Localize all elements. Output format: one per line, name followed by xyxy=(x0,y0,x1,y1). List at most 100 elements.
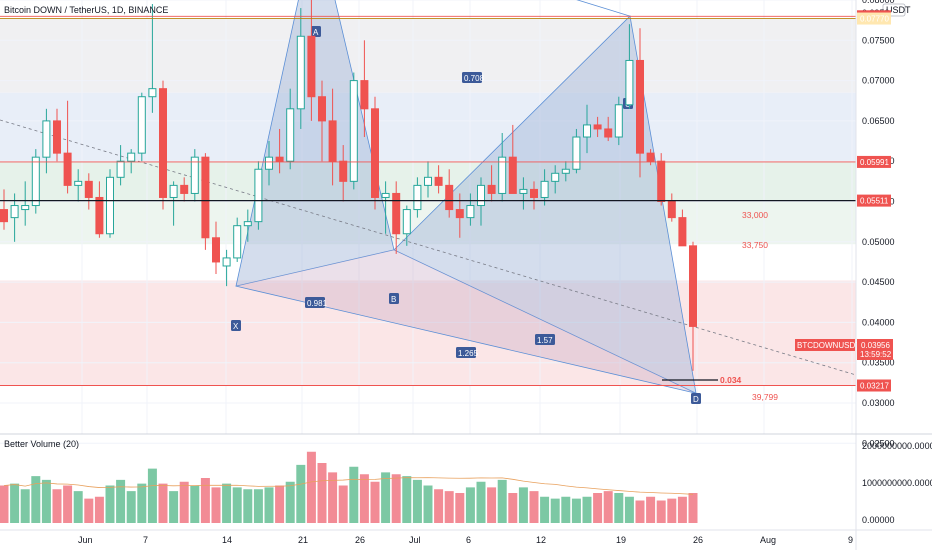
pattern-point-x: X xyxy=(233,322,239,331)
current-price-text: 0.03956 xyxy=(861,341,890,350)
candle-body xyxy=(657,160,666,202)
volume-bar xyxy=(285,481,295,523)
ratio-tag xyxy=(456,347,476,358)
candle-body xyxy=(212,237,220,263)
candle-body xyxy=(222,257,231,267)
candle-body xyxy=(477,184,485,207)
pattern-point-tag xyxy=(389,293,399,304)
candle-body xyxy=(519,188,528,194)
candle-body xyxy=(0,209,8,223)
candle-body xyxy=(381,192,390,198)
price-tag-bg xyxy=(857,12,891,25)
ratio-xd: 1.265 xyxy=(458,349,479,358)
price-axis-label: 0.08000 xyxy=(862,0,895,5)
volume-bar xyxy=(688,493,698,523)
candle-body xyxy=(21,205,30,211)
price-axis-label: 0.04000 xyxy=(862,317,895,327)
candle-body xyxy=(233,225,242,259)
pattern-point-tag xyxy=(231,320,241,331)
volume-ma-line xyxy=(3,477,694,495)
candle-body xyxy=(593,124,602,130)
volume-bar xyxy=(571,498,581,523)
candle-body xyxy=(265,156,273,170)
volume-bar xyxy=(540,496,550,523)
candle-body xyxy=(42,120,51,158)
d-level-label: 39,799 xyxy=(752,392,778,402)
volume-bar xyxy=(179,481,189,523)
candle-body xyxy=(10,205,19,219)
candle-body xyxy=(402,209,411,235)
current-symbol-tag xyxy=(795,339,855,351)
candle-body xyxy=(424,176,432,186)
candle-body xyxy=(106,176,114,235)
volume-bar xyxy=(603,491,613,523)
volume-bar xyxy=(667,498,677,523)
volume-bar xyxy=(593,493,603,523)
candle-body xyxy=(137,96,146,154)
candle-body xyxy=(466,205,475,219)
volume-bar xyxy=(41,479,51,523)
trend-line xyxy=(0,119,857,376)
price-tag-bg xyxy=(857,155,891,168)
candle-body xyxy=(667,201,676,219)
candle-series xyxy=(0,0,697,371)
price-tag-bg xyxy=(857,379,891,392)
price-axis-label: 0.03500 xyxy=(862,358,895,368)
volume-bar xyxy=(370,481,380,523)
price-levels[interactable] xyxy=(0,15,856,386)
candle-body xyxy=(392,192,401,235)
candle-body xyxy=(159,88,167,198)
candle-body xyxy=(530,188,538,198)
candle-body xyxy=(116,160,125,178)
time-axis-label: 7 xyxy=(143,535,148,545)
volume-bar xyxy=(211,487,221,523)
volume-bar xyxy=(529,491,539,523)
volume-bar xyxy=(359,474,369,523)
candle-body xyxy=(63,152,72,186)
volume-bar xyxy=(412,479,422,523)
pattern-point-a: A xyxy=(313,28,319,37)
volume-bar xyxy=(444,491,454,523)
price-axis-label: 0.04500 xyxy=(862,277,895,287)
time-axis-label: 19 xyxy=(616,535,626,545)
volume-bar xyxy=(253,489,263,523)
volume-bar xyxy=(73,491,83,523)
level-label-33000: 33,000 xyxy=(742,210,768,220)
volume-bar xyxy=(275,485,285,523)
price-axis-label: 0.06500 xyxy=(862,116,895,126)
candle-body xyxy=(604,128,613,138)
time-axis[interactable]: Jun 7 14 21 26 Jul 6 12 19 26 Aug 9 xyxy=(78,535,853,545)
candle-body xyxy=(328,120,337,162)
volume-bar xyxy=(116,479,126,523)
volume-bar xyxy=(550,498,560,523)
candle-body xyxy=(349,80,358,182)
time-axis-label: Jun xyxy=(78,535,93,545)
pattern-line-ac xyxy=(576,0,631,17)
volume-bar xyxy=(296,464,306,523)
price-tag-text: 0.05991 xyxy=(860,158,889,167)
candle-body xyxy=(74,180,83,186)
zone-upper xyxy=(0,18,856,93)
time-axis-label: 9 xyxy=(848,535,853,545)
price-axis-label: 0.07000 xyxy=(862,76,895,86)
volume-bar xyxy=(381,472,391,523)
volume-bar xyxy=(518,487,528,523)
volume-bar xyxy=(222,483,232,523)
volume-bar xyxy=(10,483,20,523)
candle-body xyxy=(286,108,295,162)
volume-bar xyxy=(487,487,497,523)
pattern-point-tag xyxy=(311,26,321,37)
price-tag-text: 0.03217 xyxy=(860,382,889,391)
candle-body xyxy=(95,196,104,235)
volume-bar xyxy=(306,451,316,523)
volume-bar xyxy=(200,478,210,523)
volume-bar xyxy=(0,485,9,523)
current-price-tag xyxy=(857,339,893,360)
candle-body xyxy=(180,184,189,194)
volume-bar xyxy=(646,496,656,523)
zone-green-2 xyxy=(0,200,856,245)
chart-title: Bitcoin DOWN / TetherUS, 1D, BINANCE xyxy=(4,5,168,15)
volume-bar xyxy=(624,496,634,523)
time-axis-label: 6 xyxy=(466,535,471,545)
